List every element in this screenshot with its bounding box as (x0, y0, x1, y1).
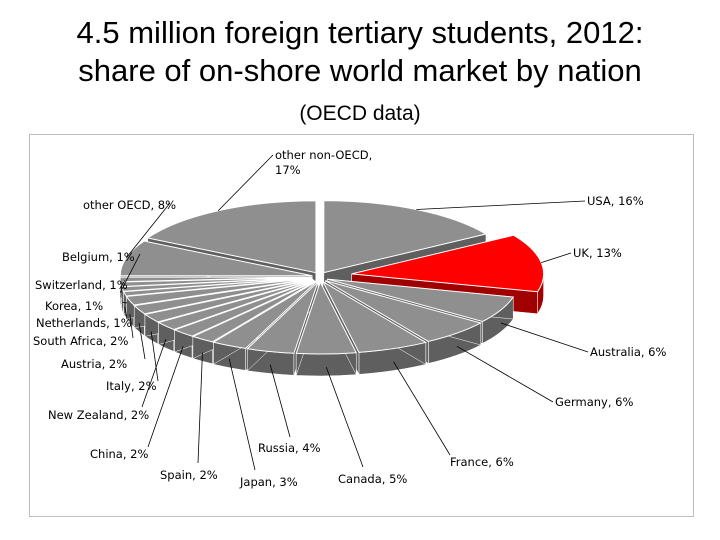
chart-subtitle: (OECD data) (299, 102, 421, 125)
leader-line-usa (416, 200, 586, 210)
pie-slice-italy (143, 279, 314, 323)
pie-slice-uk (351, 234, 545, 293)
slice-label-france: France, 6% (450, 455, 514, 469)
slice-label-korea: Korea, 1% (45, 299, 103, 313)
slice-label-austria: Austria, 2% (61, 357, 127, 371)
leader-line-australia (500, 322, 589, 353)
pie-slice-belgium (119, 276, 313, 283)
leader-line-new-zealand (141, 339, 167, 408)
slice-label-australia: Australia, 6% (590, 345, 666, 359)
leader-line-other-oecd (125, 202, 171, 259)
leader-line-spain (197, 352, 203, 464)
slice-label-russia: Russia, 4% (258, 441, 321, 455)
pie-slice-france (321, 280, 428, 353)
slice-label-other-non-oecd: other non-OECD, 17% (275, 148, 372, 177)
leader-line-south-africa (129, 313, 134, 339)
pie-chart: USA, 16% UK, 13% Australia, 6% Germany, 6% F… (33, 148, 666, 489)
slice-label-canada: Canada, 5% (338, 472, 407, 486)
leader-line-russia (269, 364, 291, 438)
leader-line-netherlands (124, 306, 128, 320)
leader-line-canada (325, 367, 364, 468)
leader-line-belgium (119, 253, 141, 293)
leader-line-italy (150, 331, 159, 382)
leader-line-germany (456, 345, 554, 403)
pie-slice-usa (323, 200, 488, 274)
slice-label-usa: USA, 16% (587, 194, 644, 208)
pie-slice-china (173, 280, 315, 337)
slice-label-netherlands: Netherlands, 1% (36, 316, 132, 330)
pie-slice-spain (191, 280, 316, 343)
slice-label-south-africa: South Africa, 2% (33, 334, 129, 348)
leader-line-japan (228, 358, 256, 471)
chart-title: 4.5 million foreign tertiary students, 2… (0, 14, 720, 90)
slice-label-new-zealand: New Zealand, 2% (48, 408, 149, 422)
leader-line-other-non-oecd (217, 154, 274, 212)
slice-label-belgium: Belgium, 1% (62, 250, 135, 264)
leader-line-austria (138, 322, 146, 360)
pie-slice-canada (295, 280, 358, 355)
pie-slice-austria (133, 278, 313, 315)
pie-slice-germany (325, 280, 483, 342)
slice-label-germany: Germany, 6% (555, 395, 633, 409)
leader-line-france (393, 361, 451, 456)
pie-slice-japan (212, 281, 317, 349)
slice-label-other-oecd: other OECD, 8% (83, 198, 176, 212)
pie-slice-australia (327, 278, 515, 322)
chart-frame: USA, 16% UK, 13% Australia, 6% Germany, 6% F… (29, 134, 694, 517)
slice-label-italy: Italy, 2% (106, 379, 157, 393)
leader-line-uk (541, 252, 572, 263)
title-line-2: share of on-shore world market by nation (78, 53, 642, 88)
slice-label-spain: Spain, 2% (160, 468, 218, 482)
slice-label-japan: Japan, 3% (239, 475, 298, 489)
pie-slice-new-zealand (157, 279, 315, 331)
leader-line-korea (122, 301, 128, 304)
slice-label-china: China, 2% (90, 447, 148, 461)
title-line-1: 4.5 million foreign tertiary students, 2… (76, 15, 644, 50)
leader-line-china (147, 346, 184, 448)
pie-slice-russia (246, 281, 319, 354)
slice-label-uk: UK, 13% (573, 246, 622, 260)
slice-label-switzerland: Switzerland, 1% (35, 278, 128, 292)
